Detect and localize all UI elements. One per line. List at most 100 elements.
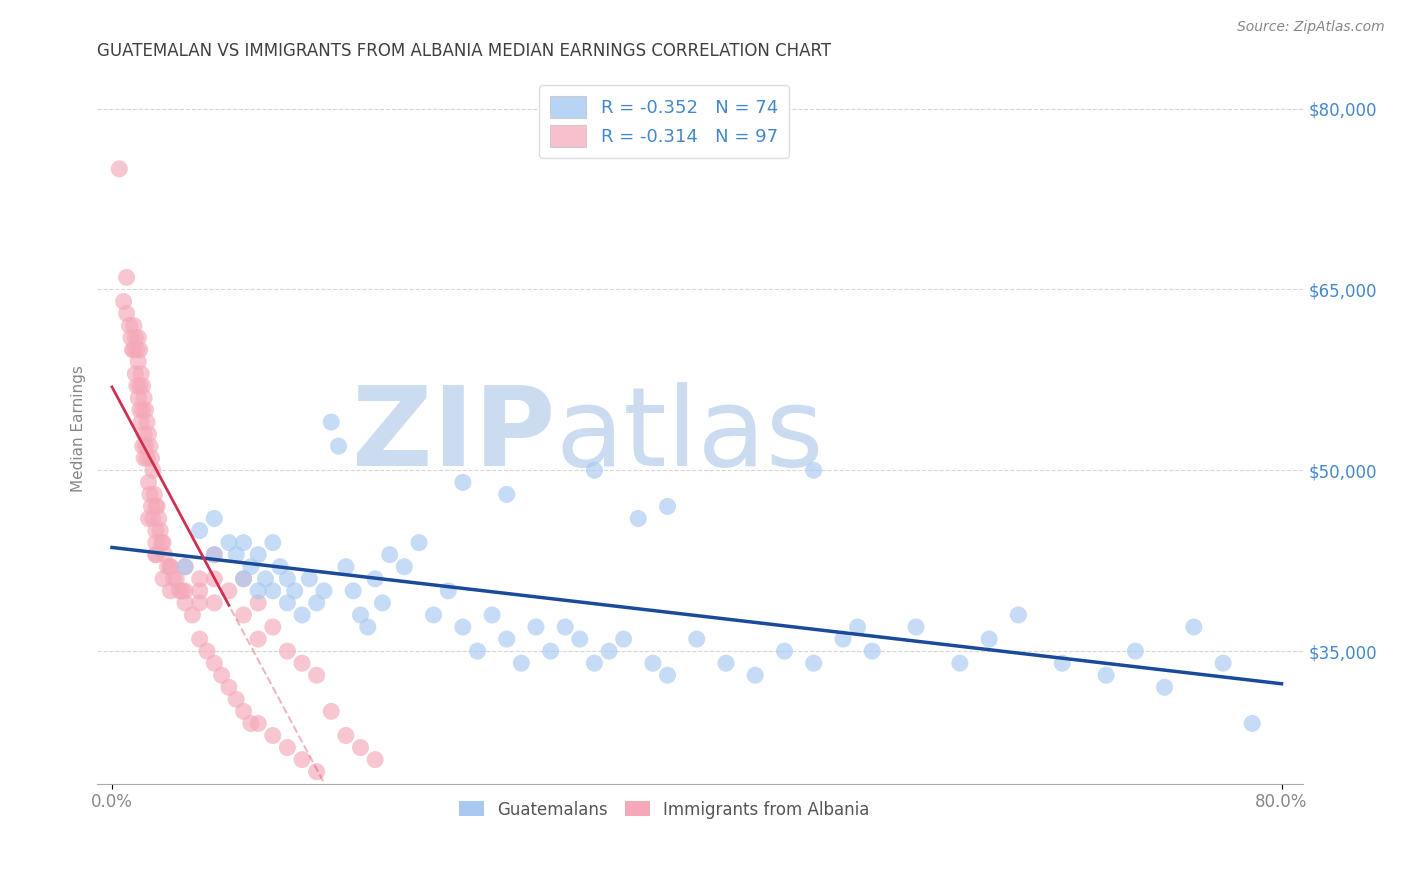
Point [115,270,138,285]
Point [378,548,401,562]
Point [202,596,225,610]
Point [167,583,190,598]
Y-axis label: Median Earnings: Median Earnings [72,365,86,491]
Point [225,692,247,706]
Point [112,294,135,309]
Point [142,463,165,477]
Point [291,656,314,670]
Point [247,632,270,646]
Point [1052,656,1074,670]
Point [312,583,335,598]
Point [122,343,145,357]
Point [1182,620,1205,634]
Point [218,535,240,549]
Point [131,403,153,417]
Point [451,475,474,490]
Point [291,753,314,767]
Point [135,439,157,453]
Point [125,343,148,357]
Point [342,583,364,598]
Point [239,716,262,731]
Point [657,668,679,682]
Point [832,632,855,646]
Point [125,379,148,393]
Point [165,572,187,586]
Point [714,656,737,670]
Point [120,331,142,345]
Point [276,740,298,755]
Point [138,427,160,442]
Point [131,439,153,453]
Point [174,559,197,574]
Point [254,572,277,586]
Point [225,548,247,562]
Point [202,511,225,525]
Point [232,607,254,622]
Point [1123,644,1146,658]
Point [979,632,1001,646]
Point [247,583,270,598]
Point [495,632,517,646]
Point [394,559,416,574]
Point [129,367,152,381]
Point [262,535,284,549]
Point [202,572,225,586]
Text: Source: ZipAtlas.com: Source: ZipAtlas.com [1237,20,1385,34]
Point [305,764,328,779]
Point [803,463,825,477]
Point [127,355,149,369]
Point [174,596,197,610]
Point [744,668,766,682]
Point [262,620,284,634]
Point [145,548,167,562]
Point [364,753,387,767]
Point [141,500,163,514]
Point [138,475,160,490]
Point [162,572,184,586]
Point [159,559,181,574]
Point [136,415,159,429]
Point [510,656,533,670]
Point [276,572,298,586]
Point [153,548,176,562]
Point [159,583,181,598]
Point [247,596,270,610]
Point [174,583,197,598]
Point [291,607,314,622]
Text: ZIP: ZIP [353,382,555,489]
Point [905,620,928,634]
Point [239,559,262,574]
Point [141,451,163,466]
Point [172,583,194,598]
Point [218,681,240,695]
Point [124,367,146,381]
Point [150,535,173,549]
Point [613,632,636,646]
Point [451,620,474,634]
Point [349,740,371,755]
Point [138,511,160,525]
Point [305,668,328,682]
Point [467,644,489,658]
Point [1095,668,1118,682]
Point [349,607,371,622]
Text: GUATEMALAN VS IMMIGRANTS FROM ALBANIA MEDIAN EARNINGS CORRELATION CHART: GUATEMALAN VS IMMIGRANTS FROM ALBANIA ME… [97,42,831,60]
Point [121,343,143,357]
Point [686,632,709,646]
Point [127,331,149,345]
Point [139,439,162,453]
Point [583,463,606,477]
Point [321,415,343,429]
Point [803,656,825,670]
Point [202,548,225,562]
Point [335,559,357,574]
Point [134,427,156,442]
Point [321,705,343,719]
Point [131,379,153,393]
Point [276,644,298,658]
Point [129,415,152,429]
Point [181,607,204,622]
Point [174,559,197,574]
Point [195,644,218,658]
Point [232,535,254,549]
